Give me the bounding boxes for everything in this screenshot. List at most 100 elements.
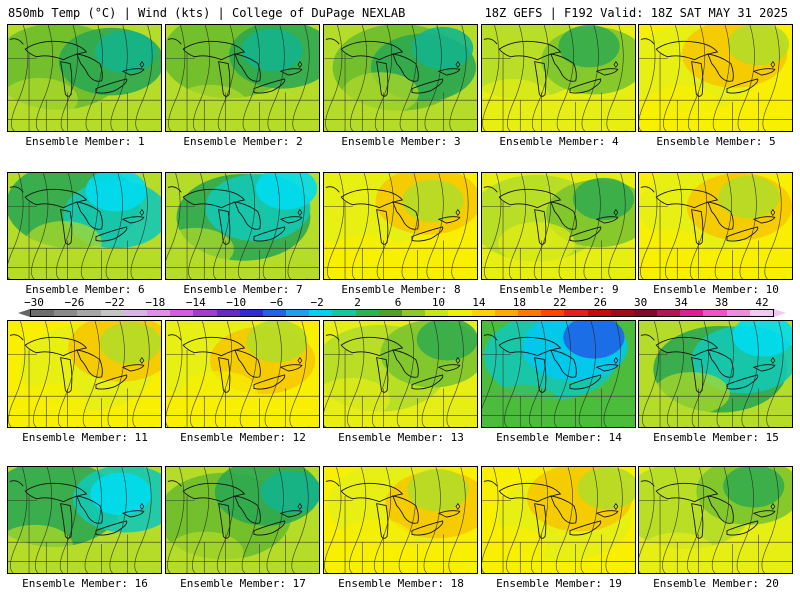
colorbar-swatch	[680, 310, 704, 316]
colorbar-tick-label: −2	[310, 296, 324, 309]
map-graphic	[324, 25, 477, 131]
colorbar-tick-label: −18	[145, 296, 166, 309]
colorbar-tick-label: 26	[593, 296, 607, 309]
colorbar-swatch	[517, 310, 542, 316]
ensemble-member-label: Ensemble Member: 15	[653, 431, 779, 444]
map-graphic	[166, 173, 319, 279]
ensemble-map-panel	[481, 172, 636, 280]
colorbar-tick-label: −22	[104, 296, 125, 309]
map-graphic	[166, 25, 319, 131]
ensemble-member-label: Ensemble Member: 6	[25, 283, 145, 296]
colorbar-swatch	[610, 310, 634, 316]
colorbar-tick-label: 10	[431, 296, 446, 309]
colorbar-swatch	[564, 310, 588, 316]
colorbar-swatch	[262, 310, 287, 316]
ensemble-member-label: Ensemble Member: 13	[338, 431, 464, 444]
colorbar-swatch	[494, 310, 518, 316]
ensemble-member-label: Ensemble Member: 18	[338, 577, 464, 590]
colorbar-swatch	[286, 310, 310, 316]
colorbar-swatch	[239, 310, 263, 316]
colorbar-swatch	[332, 310, 356, 316]
ensemble-map-panel	[638, 320, 793, 428]
colorbar-tick-label: 2	[354, 296, 361, 309]
model-run-info: 18Z GEFS | F192 Valid: 18Z SAT MAY 31 20…	[484, 6, 788, 20]
colorbar-tick-label: 14	[472, 296, 486, 309]
ensemble-map-panel	[165, 466, 320, 574]
ensemble-member-label: Ensemble Member: 11	[22, 431, 148, 444]
map-graphic	[8, 321, 161, 427]
ensemble-map-panel	[165, 320, 320, 428]
ensemble-member-label: Ensemble Member: 14	[496, 431, 622, 444]
colorbar-swatch	[425, 310, 449, 316]
ensemble-member-label: Ensemble Member: 20	[653, 577, 779, 590]
colorbar-tick-label: −26	[64, 296, 85, 309]
ensemble-map-panel	[323, 172, 478, 280]
colorbar-tick-label: 30	[634, 296, 648, 309]
chart-title: 850mb Temp (°C) | Wind (kts) | College o…	[8, 6, 406, 20]
colorbar-tick-labels: −30 −26 −22 −18 −14 −10 −6 −2 2 6 10 14 18 22 26 30 34 38…	[0, 296, 800, 309]
ensemble-member-label: Ensemble Member: 1	[25, 135, 145, 148]
colorbar-tick-label: −6	[270, 296, 284, 309]
colorbar-swatch	[471, 310, 495, 316]
colorbar-swatch	[657, 310, 681, 316]
ensemble-map-panel	[323, 466, 478, 574]
colorbar-swatch	[633, 310, 658, 316]
map-graphic	[8, 467, 161, 573]
colorbar-swatch	[100, 310, 124, 316]
colorbar-tick-label: 6	[394, 296, 402, 309]
map-graphic	[639, 25, 792, 131]
colorbar-swatch	[309, 310, 333, 316]
colorbar-swatch	[123, 310, 147, 316]
colorbar-swatch	[146, 310, 171, 316]
ensemble-map-panel	[165, 172, 320, 280]
map-graphic	[8, 25, 161, 131]
colorbar-tick-label: −30	[24, 296, 44, 309]
map-graphic	[166, 467, 319, 573]
colorbar-swatch	[193, 310, 217, 316]
ensemble-member-label: Ensemble Member: 16	[22, 577, 148, 590]
ensemble-map-panel	[7, 320, 162, 428]
colorbar-tick-label: −10	[226, 296, 247, 309]
map-graphic	[324, 467, 477, 573]
ensemble-member-label: Ensemble Member: 4	[499, 135, 619, 148]
ensemble-member-label: Ensemble Member: 3	[341, 135, 461, 148]
ensemble-map-panel	[481, 320, 636, 428]
colorbar-swatch	[54, 310, 78, 316]
colorbar-swatch	[170, 310, 194, 316]
ensemble-member-label: Ensemble Member: 12	[180, 431, 306, 444]
ensemble-member-label: Ensemble Member: 9	[499, 283, 619, 296]
colorbar-left-arrow	[18, 309, 30, 317]
map-graphic	[482, 467, 635, 573]
ensemble-member-label: Ensemble Member: 2	[183, 135, 303, 148]
ensemble-member-label: Ensemble Member: 5	[656, 135, 776, 148]
colorbar-swatch	[31, 310, 55, 316]
colorbar-swatch	[355, 310, 379, 316]
ensemble-map-panel	[638, 24, 793, 132]
colorbar-swatch	[77, 310, 101, 316]
ensemble-map-panel	[7, 466, 162, 574]
ensemble-member-label: Ensemble Member: 7	[183, 283, 303, 296]
map-graphic	[639, 321, 792, 427]
colorbar-swatch	[726, 310, 750, 316]
colorbar-swatch	[448, 310, 472, 316]
ensemble-map-panel	[481, 24, 636, 132]
colorbar-swatch	[587, 310, 611, 316]
ensemble-map-panel	[481, 466, 636, 574]
colorbar-tick-label: 38	[714, 296, 729, 309]
colorbar-swatch	[402, 310, 426, 316]
ensemble-member-label: Ensemble Member: 8	[341, 283, 461, 296]
ensemble-map-panel	[7, 24, 162, 132]
colorbar-tick-label: 42	[755, 296, 769, 309]
ensemble-map-panel	[323, 24, 478, 132]
ensemble-member-label: Ensemble Member: 17	[180, 577, 306, 590]
map-graphic	[8, 173, 161, 279]
map-graphic	[482, 25, 635, 131]
ensemble-map-panel	[638, 172, 793, 280]
colorbar-tick-label: 22	[553, 296, 567, 309]
map-graphic	[639, 467, 792, 573]
map-graphic	[166, 321, 319, 427]
map-graphic	[482, 321, 635, 427]
colorbar-swatch	[378, 310, 402, 316]
colorbar-swatch	[703, 310, 727, 316]
ensemble-map-panel	[165, 24, 320, 132]
